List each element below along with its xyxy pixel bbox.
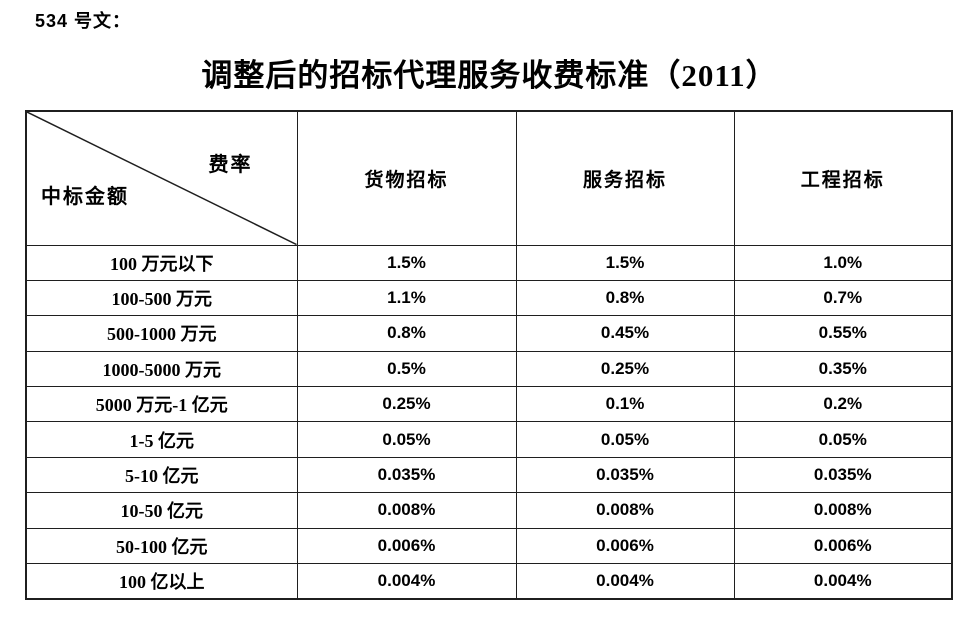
rate-cell: 0.004% [733, 563, 953, 600]
rate-cell: 0.006% [733, 527, 953, 565]
rate-cell: 0.035% [515, 456, 735, 494]
rate-cell: 1.1% [296, 279, 517, 317]
table-row: 5-10 亿元 0.035% 0.035% 0.035% [25, 456, 953, 494]
table-header-row: 费率 中标金额 货物招标 服务招标 工程招标 [25, 110, 953, 246]
corner-label-amount: 中标金额 [41, 185, 129, 208]
rate-cell: 0.8% [296, 315, 517, 352]
row-label: 5000 万元-1 亿元 [25, 386, 298, 423]
rate-cell: 0.8% [515, 279, 735, 317]
table-row: 1-5 亿元 0.05% 0.05% 0.05% [25, 421, 953, 458]
rate-cell: 0.008% [733, 492, 953, 529]
rate-cell: 0.008% [515, 492, 735, 529]
table-row: 50-100 亿元 0.006% 0.006% 0.006% [25, 527, 953, 565]
table-row: 100 万元以下 1.5% 1.5% 1.0% [25, 244, 953, 281]
row-label: 50-100 亿元 [25, 527, 298, 565]
rate-cell: 0.035% [296, 456, 517, 494]
diagonal-divider [27, 112, 297, 245]
rate-cell: 0.004% [296, 563, 517, 600]
row-label: 100 亿以上 [25, 563, 298, 600]
rate-cell: 0.006% [515, 527, 735, 565]
table-row: 5000 万元-1 亿元 0.25% 0.1% 0.2% [25, 386, 953, 423]
row-label: 500-1000 万元 [25, 315, 298, 352]
rate-cell: 0.45% [515, 315, 735, 352]
column-header-service: 服务招标 [515, 110, 735, 246]
row-label: 10-50 亿元 [25, 492, 298, 529]
row-label: 1-5 亿元 [25, 421, 298, 458]
rate-cell: 0.25% [515, 350, 735, 388]
rate-cell: 0.05% [296, 421, 517, 458]
rate-cell: 0.006% [296, 527, 517, 565]
column-header-goods: 货物招标 [296, 110, 517, 246]
table-row: 100 亿以上 0.004% 0.004% 0.004% [25, 563, 953, 600]
rate-cell: 0.035% [733, 456, 953, 494]
rate-cell: 0.004% [515, 563, 735, 600]
corner-header-cell: 费率 中标金额 [25, 110, 298, 246]
rate-cell: 0.05% [733, 421, 953, 458]
rate-cell: 0.35% [733, 350, 953, 388]
rate-cell: 0.25% [296, 386, 517, 423]
table-row: 1000-5000 万元 0.5% 0.25% 0.35% [25, 350, 953, 388]
row-label: 5-10 亿元 [25, 456, 298, 494]
rate-cell: 1.5% [296, 244, 517, 281]
row-label: 100-500 万元 [25, 279, 298, 317]
rate-cell: 0.008% [296, 492, 517, 529]
row-label: 1000-5000 万元 [25, 350, 298, 388]
rate-cell: 1.5% [515, 244, 735, 281]
rate-cell: 1.0% [733, 244, 953, 281]
column-header-engineering: 工程招标 [733, 110, 953, 246]
rate-cell: 0.5% [296, 350, 517, 388]
rate-cell: 0.7% [733, 279, 953, 317]
rate-cell: 0.05% [515, 421, 735, 458]
rate-cell: 0.1% [515, 386, 735, 423]
table-row: 500-1000 万元 0.8% 0.45% 0.55% [25, 315, 953, 352]
rate-cell: 0.55% [733, 315, 953, 352]
table-row: 10-50 亿元 0.008% 0.008% 0.008% [25, 492, 953, 529]
doc-number-label: 534 号文： [35, 11, 132, 31]
table-row: 100-500 万元 1.1% 0.8% 0.7% [25, 279, 953, 317]
corner-label-rate: 费率 [208, 154, 253, 176]
fee-standard-table: 费率 中标金额 货物招标 服务招标 工程招标 100 万元以下 1.5% 1.5… [25, 110, 953, 600]
row-label: 100 万元以下 [25, 244, 298, 281]
rate-cell: 0.2% [733, 386, 953, 423]
page-title: 调整后的招标代理服务收费标准（2011） [201, 58, 778, 93]
